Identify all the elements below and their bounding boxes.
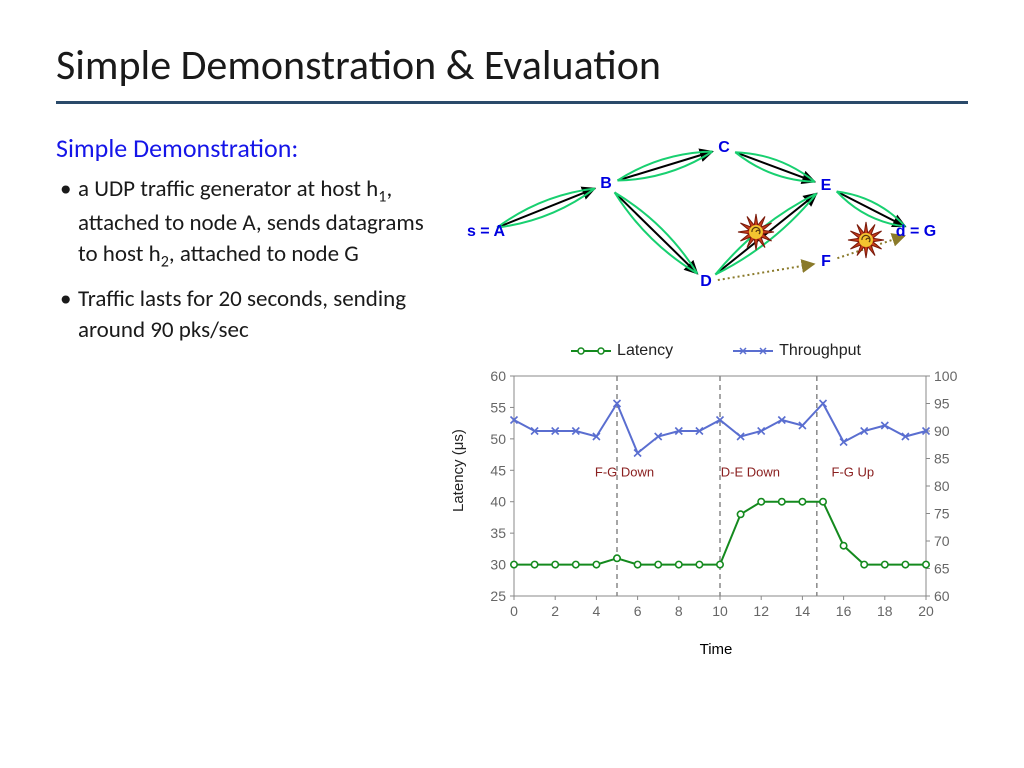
- xtick-label: 20: [918, 603, 934, 619]
- edge: [715, 193, 816, 274]
- bullet-list: a UDP traffic generator at host h1, atta…: [56, 174, 436, 346]
- node-label-D: D: [700, 273, 712, 290]
- xtick-label: 2: [551, 603, 559, 619]
- ytick-r-label: 95: [934, 396, 950, 412]
- ytick-r-label: 75: [934, 506, 950, 522]
- latency-marker: [552, 561, 558, 567]
- legend-throughput-label: Throughput: [779, 342, 861, 360]
- event-label: D-E Down: [721, 465, 780, 480]
- node-label-E: E: [821, 177, 832, 194]
- latency-marker: [531, 561, 537, 567]
- latency-marker: [758, 499, 764, 505]
- chart-svg: 25 30 35 40 45 50 55 60 60 65 70 75 80 85 90 95 100 0 2 4 6 8…: [456, 366, 976, 646]
- right-column: s = ABCDEFd = G Latency: [456, 132, 968, 356]
- event-label: F-G Up: [832, 465, 875, 480]
- latency-marker: [923, 561, 929, 567]
- legend-throughput: Throughput: [733, 342, 861, 360]
- latency-marker: [593, 561, 599, 567]
- xtick-label: 18: [877, 603, 893, 619]
- slide-title: Simple Demonstration & Evaluation: [56, 40, 968, 91]
- chart-container: Latency Throughput 253035404550556060657…: [456, 342, 976, 652]
- xtick-label: 14: [795, 603, 811, 619]
- ytick-r-label: 85: [934, 451, 950, 467]
- ytick-label: 60: [490, 368, 506, 384]
- node-label-G: d = G: [896, 223, 936, 240]
- chart-legend: Latency Throughput: [456, 342, 976, 360]
- ytick-label: 40: [490, 494, 506, 510]
- ytick-label: 50: [490, 431, 506, 447]
- edge: [837, 191, 906, 226]
- ytick-r-label: 80: [934, 478, 950, 494]
- legend-latency-swatch: [571, 344, 611, 358]
- legend-latency: Latency: [571, 342, 673, 360]
- left-column: Simple Demonstration: a UDP traffic gene…: [56, 132, 436, 356]
- edge: [615, 192, 698, 273]
- bullet-item: Traffic lasts for 20 seconds, sending ar…: [56, 284, 436, 346]
- latency-marker: [696, 561, 702, 567]
- ytick-r-label: 70: [934, 533, 950, 549]
- latency-marker: [573, 561, 579, 567]
- xtick-label: 4: [593, 603, 601, 619]
- latency-marker: [779, 499, 785, 505]
- event-label: F-G Down: [595, 465, 654, 480]
- latency-marker: [840, 543, 846, 549]
- bullet-item: a UDP traffic generator at host h1, atta…: [56, 174, 436, 274]
- x-axis-label: Time: [456, 641, 976, 658]
- network-svg: s = A B C D E Fd = G: [456, 132, 956, 332]
- legend-throughput-swatch: [733, 344, 773, 358]
- xtick-label: 0: [510, 603, 518, 619]
- xtick-label: 12: [753, 603, 769, 619]
- node-label-B: B: [600, 175, 612, 192]
- legend-latency-label: Latency: [617, 342, 673, 360]
- ytick-label: 35: [490, 525, 506, 541]
- title-rule: [56, 101, 968, 104]
- latency-marker: [861, 561, 867, 567]
- ytick-label: 25: [490, 588, 506, 604]
- y-left-axis-label: Latency (μs): [450, 429, 467, 512]
- edge: [497, 188, 595, 227]
- xtick-label: 8: [675, 603, 683, 619]
- ytick-r-label: 65: [934, 561, 950, 577]
- xtick-label: 10: [712, 603, 728, 619]
- node-label-C: C: [718, 139, 730, 156]
- latency-marker: [676, 561, 682, 567]
- node-label-A: s = A: [467, 223, 506, 240]
- latency-marker: [799, 499, 805, 505]
- ytick-label: 45: [490, 462, 506, 478]
- xtick-label: 6: [634, 603, 642, 619]
- node-label-F: F: [821, 253, 831, 270]
- ytick-r-label: 90: [934, 423, 950, 439]
- latency-marker: [655, 561, 661, 567]
- latency-marker: [511, 561, 517, 567]
- latency-marker: [717, 561, 723, 567]
- latency-marker: [882, 561, 888, 567]
- ytick-r-label: 60: [934, 588, 950, 604]
- ytick-label: 30: [490, 557, 506, 573]
- subheading: Simple Demonstration:: [56, 132, 436, 164]
- latency-marker: [614, 555, 620, 561]
- ytick-label: 55: [490, 399, 506, 415]
- latency-marker: [820, 499, 826, 505]
- xtick-label: 16: [836, 603, 852, 619]
- latency-marker: [902, 561, 908, 567]
- edge: [735, 152, 815, 182]
- latency-marker: [634, 561, 640, 567]
- latency-marker: [737, 511, 743, 517]
- network-diagram: s = A B C D E Fd = G: [456, 132, 956, 332]
- ytick-r-label: 100: [934, 368, 958, 384]
- edge: [617, 152, 712, 181]
